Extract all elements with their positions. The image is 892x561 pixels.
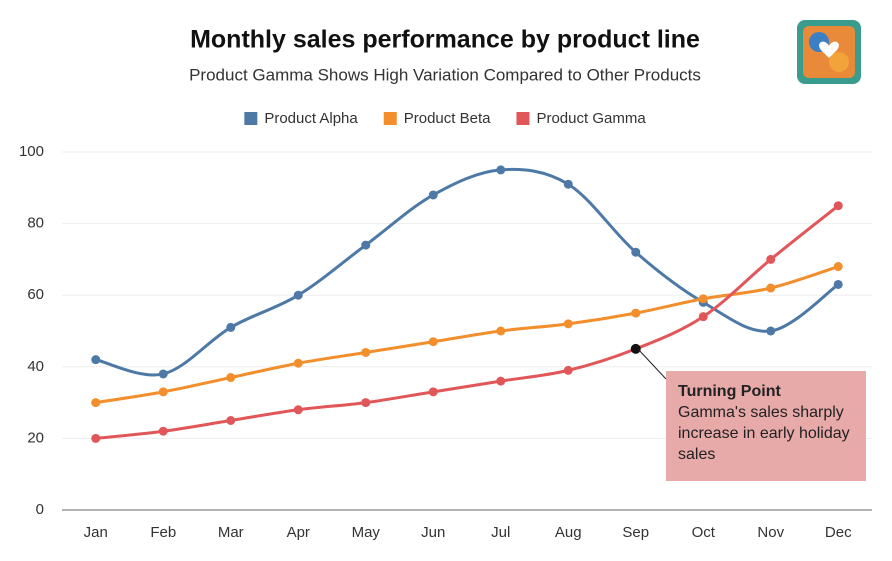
- annotation-text: Gamma's sales sharply increase in early …: [678, 404, 850, 463]
- y-tick-label: 60: [27, 286, 44, 303]
- legend-item: Product Beta: [383, 110, 491, 127]
- data-point: [698, 294, 708, 304]
- data-point: [361, 398, 371, 408]
- logo: [797, 20, 861, 84]
- legend-swatch: [244, 112, 258, 125]
- y-tick-label: 0: [36, 501, 44, 518]
- series-line: [95, 167, 840, 377]
- x-tick-label: May: [352, 524, 381, 541]
- data-point: [496, 326, 506, 336]
- y-tick-label: 100: [19, 143, 44, 160]
- data-point: [563, 319, 573, 329]
- data-point: [833, 279, 843, 289]
- y-tick-label: 80: [27, 215, 44, 232]
- data-point: [631, 247, 641, 257]
- data-point: [158, 426, 168, 436]
- x-tick-label: Apr: [287, 524, 310, 541]
- legend-label: Product Beta: [404, 110, 491, 127]
- data-point: [766, 254, 776, 264]
- x-tick-label: Sep: [622, 524, 649, 541]
- annotation-box: Turning Point Gamma's sales sharply incre…: [666, 371, 866, 481]
- data-point: [563, 365, 573, 375]
- chart-subtitle: Product Gamma Shows High Variation Compa…: [189, 65, 701, 84]
- data-point: [496, 165, 506, 175]
- x-tick-label: Jan: [84, 524, 108, 541]
- data-point: [563, 179, 573, 189]
- legend-label: Product Gamma: [536, 110, 646, 127]
- data-point: [496, 376, 506, 386]
- data-point: [226, 416, 236, 425]
- legend-item: Product Gamma: [516, 110, 646, 127]
- x-tick-label: Jul: [491, 524, 510, 541]
- data-point: [428, 387, 438, 397]
- data-point: [631, 308, 641, 318]
- annotation-title: Turning Point: [678, 383, 781, 400]
- data-point: [766, 326, 776, 336]
- data-point: [91, 433, 101, 443]
- annotation-connector: [637, 348, 667, 380]
- data-point: [158, 369, 168, 379]
- data-point: [293, 290, 303, 300]
- legend-label: Product Alpha: [264, 110, 358, 127]
- data-point: [226, 322, 236, 332]
- x-tick-label: Nov: [757, 524, 784, 541]
- legend-item: Product Alpha: [244, 110, 358, 127]
- legend-swatch: [383, 112, 397, 125]
- legend-swatch: [516, 112, 530, 125]
- data-point: [833, 201, 843, 211]
- data-point: [91, 398, 101, 408]
- chart-title: Monthly sales performance by product lin…: [190, 26, 700, 54]
- x-tick-label: Aug: [555, 524, 582, 541]
- annotation-point: [630, 343, 641, 354]
- data-point: [428, 337, 438, 347]
- x-tick-label: Mar: [218, 524, 244, 541]
- data-point: [361, 240, 371, 250]
- data-point: [428, 190, 438, 200]
- x-tick-label: Feb: [150, 524, 176, 541]
- data-point: [361, 347, 371, 357]
- y-tick-label: 20: [27, 429, 44, 446]
- x-tick-label: Dec: [825, 524, 852, 541]
- data-point: [226, 373, 236, 383]
- data-point: [698, 312, 708, 322]
- data-point: [158, 387, 168, 397]
- data-point: [833, 262, 843, 272]
- data-point: [293, 405, 303, 415]
- series-line: [95, 265, 839, 405]
- y-tick-label: 40: [27, 358, 44, 375]
- data-point: [766, 283, 776, 293]
- x-tick-label: Jun: [421, 524, 445, 541]
- x-tick-label: Oct: [692, 524, 716, 541]
- data-point: [91, 355, 101, 365]
- data-point: [293, 358, 303, 368]
